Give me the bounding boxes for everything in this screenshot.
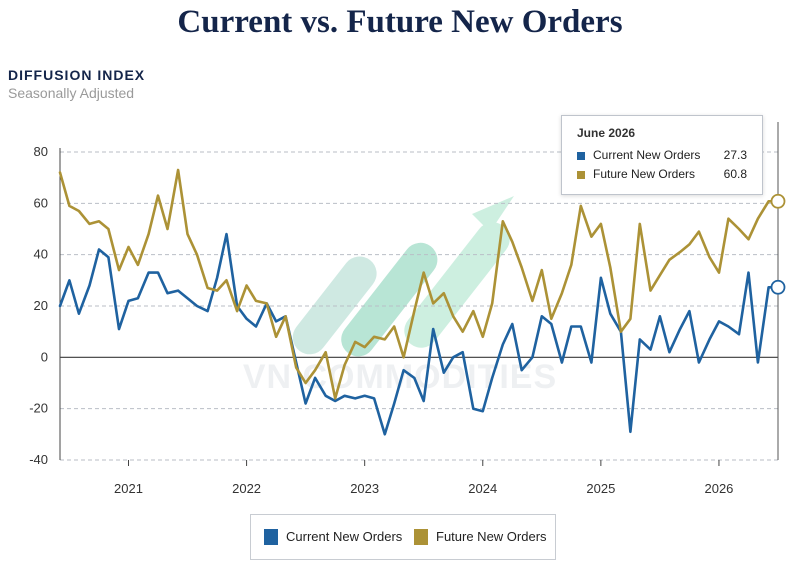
y-axis-label: DIFFUSION INDEX — [8, 67, 146, 83]
end-markers — [770, 193, 786, 295]
legend-swatch-current — [264, 529, 278, 545]
watermark-arrow-shaft — [404, 222, 510, 348]
legend-swatch-future — [414, 529, 428, 545]
x-tick-label: 2022 — [232, 481, 261, 496]
legend-label-future: Future New Orders — [436, 529, 547, 544]
legend: Current New Orders Future New Orders — [250, 514, 556, 560]
x-tick-label: 2021 — [114, 481, 143, 496]
tooltip-row-future: Future New Orders 60.8 — [577, 167, 753, 183]
tooltip-row-current: Current New Orders 27.3 — [577, 148, 753, 164]
x-axis-ticks: 2021 2022 2023 2024 2025 2026 — [114, 460, 733, 496]
y-tick-label: 80 — [34, 144, 48, 159]
hover-tooltip: June 2026 Current New Orders 27.3 Future… — [561, 115, 763, 195]
chart-title: Current vs. Future New Orders — [177, 4, 623, 40]
tooltip-value-future: 60.8 — [723, 167, 747, 181]
y-axis-ticks: -40 -20 0 20 40 60 80 — [29, 144, 48, 467]
watermark: VN COMMODITIES — [243, 196, 557, 396]
series-line-current — [58, 232, 780, 436]
y-tick-label: -40 — [29, 452, 48, 467]
watermark-bar-left — [292, 256, 377, 355]
watermark-text: VN COMMODITIES — [243, 358, 557, 396]
tooltip-name-current: Current New Orders — [593, 148, 701, 162]
tooltip-name-future: Future New Orders — [593, 167, 696, 181]
x-tick-label: 2024 — [468, 481, 497, 496]
tooltip-date: June 2026 — [577, 126, 636, 140]
y-tick-label: 0 — [41, 349, 48, 364]
tooltip-swatch-current — [577, 152, 585, 160]
y-tick-label: 40 — [34, 247, 48, 262]
tooltip-swatch-future — [577, 171, 585, 179]
y-tick-label: 20 — [34, 298, 48, 313]
end-marker-current — [770, 279, 786, 295]
y-tick-label: 60 — [34, 195, 48, 210]
legend-label-current: Current New Orders — [286, 529, 403, 544]
tooltip-value-current: 27.3 — [723, 148, 747, 162]
watermark-bar-middle — [341, 242, 438, 357]
watermark-arrow-head — [472, 196, 514, 232]
chart-subtitle: Seasonally Adjusted — [8, 85, 135, 101]
end-marker-future — [770, 193, 786, 209]
x-tick-label: 2026 — [704, 481, 733, 496]
y-tick-label: -20 — [29, 401, 48, 416]
gridlines — [59, 122, 779, 461]
series-lines — [58, 168, 780, 436]
series-line-future — [58, 168, 780, 400]
x-tick-label: 2025 — [586, 481, 615, 496]
x-tick-label: 2023 — [350, 481, 379, 496]
